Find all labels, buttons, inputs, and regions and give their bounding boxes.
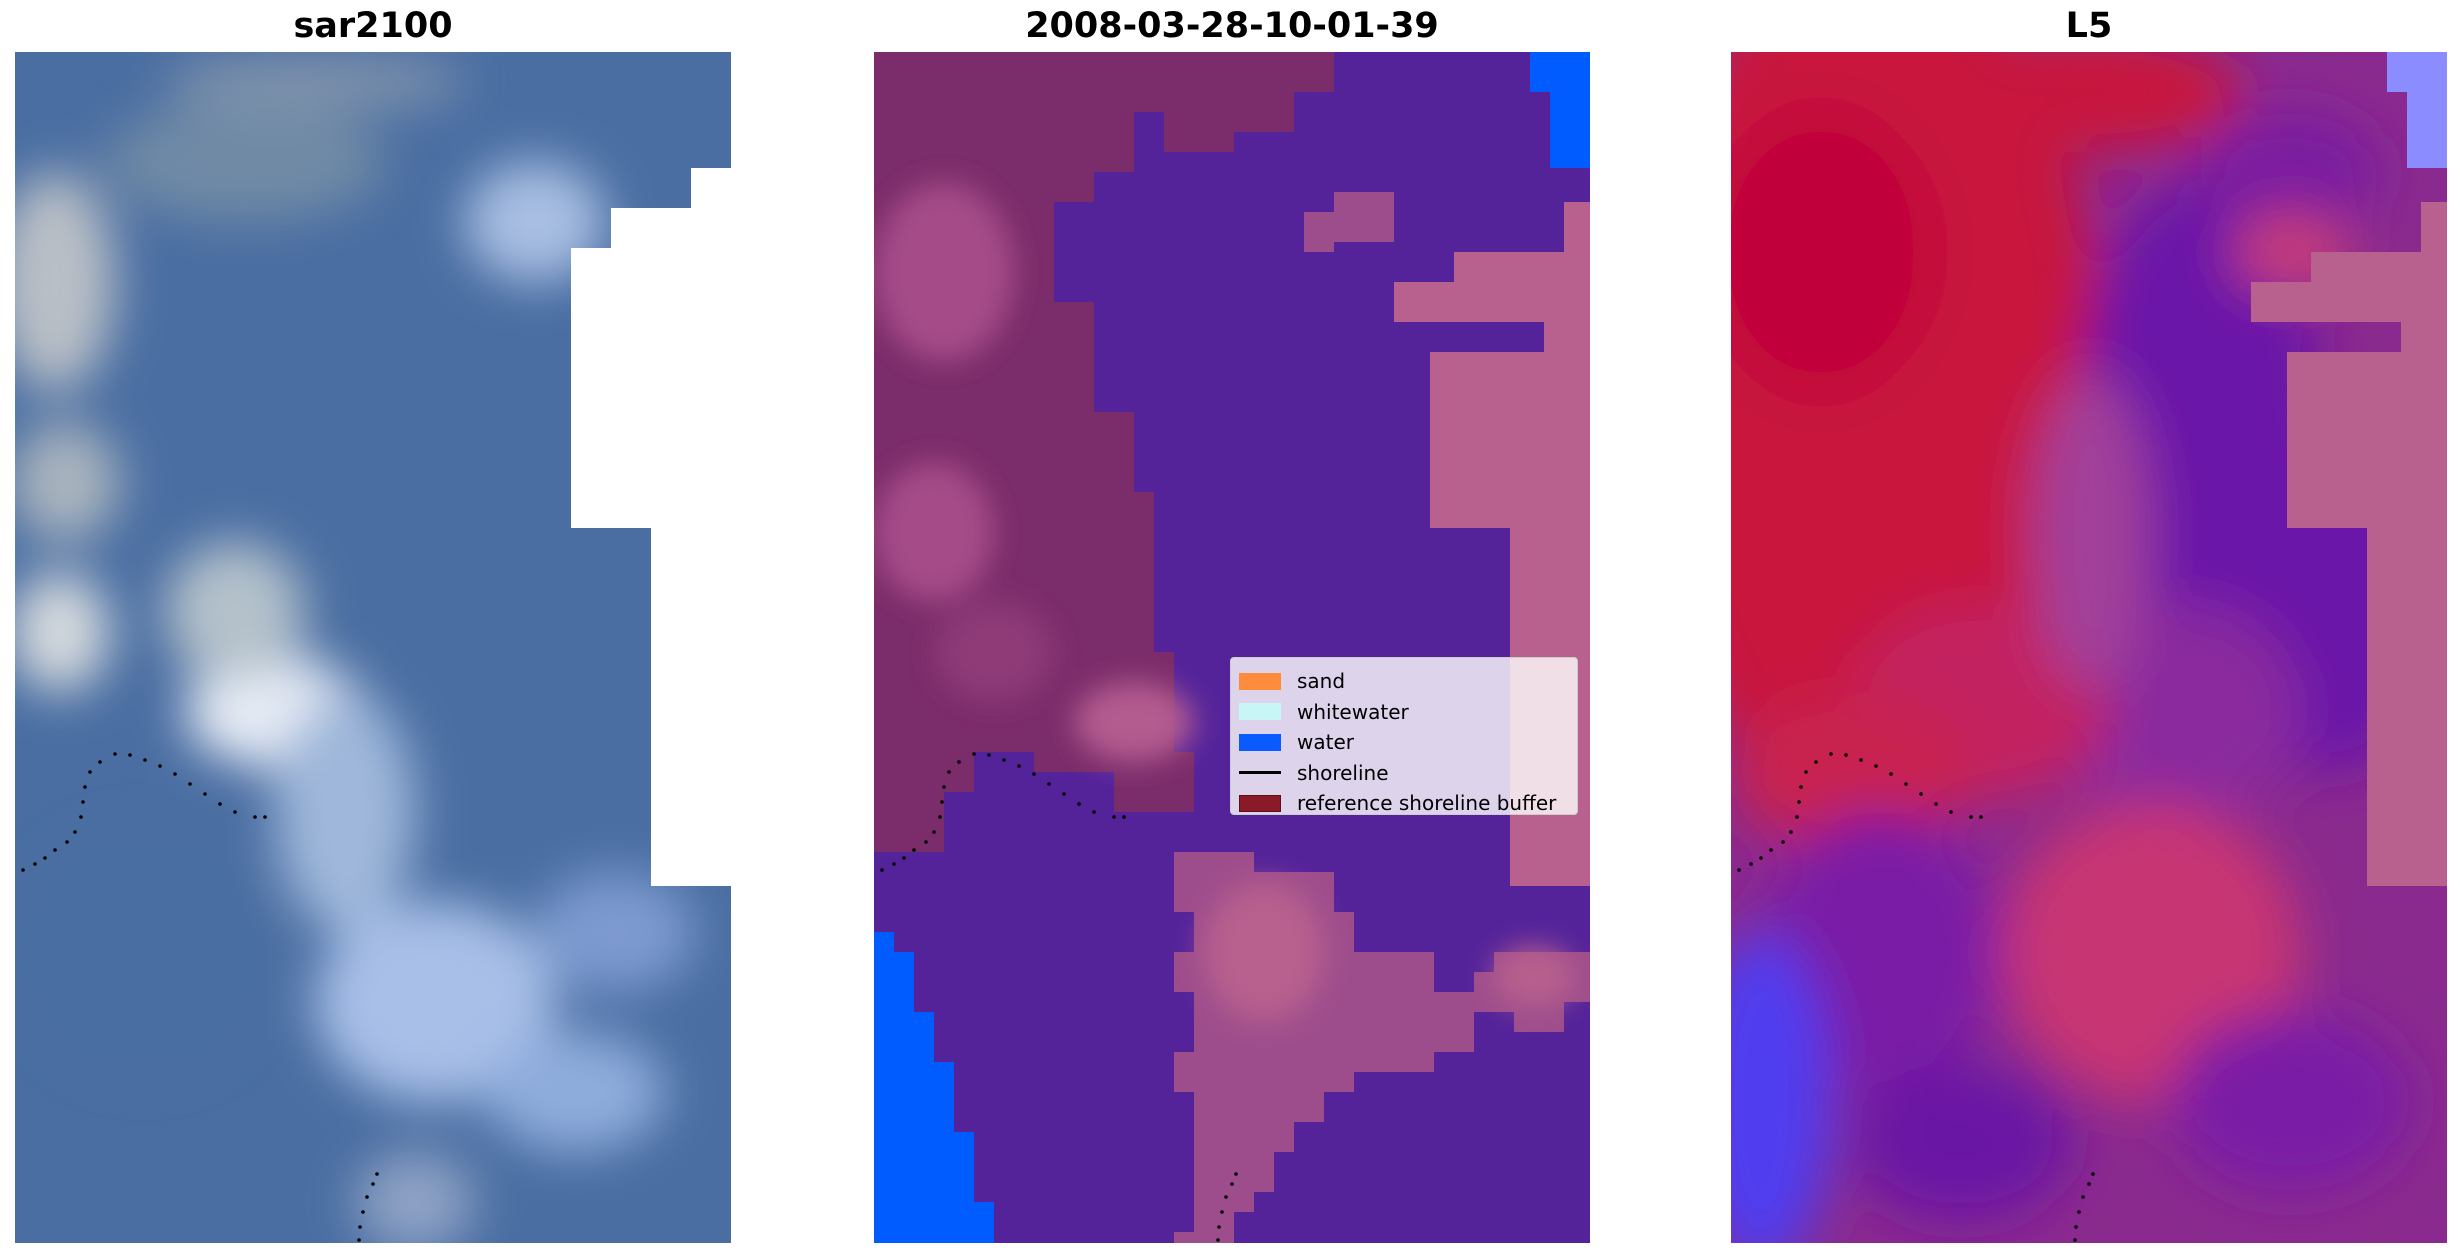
panel-title: L5: [2065, 6, 2113, 46]
probability-image: [1731, 52, 2447, 1243]
legend-label: reference shoreline buffer: [1297, 791, 1557, 816]
legend-item-sand: sand: [1239, 666, 1569, 697]
legend-swatch: [1239, 703, 1281, 721]
panel-title: 2008-03-28-10-01-39: [1025, 6, 1439, 46]
legend-label: sand: [1297, 669, 1346, 694]
legend-label: whitewater: [1297, 699, 1409, 724]
shoreline-dots: [1737, 752, 2095, 1242]
panel-classification: 2008-03-28-10-01-39: [874, 0, 1590, 1259]
shoreline-dots: [21, 752, 379, 1242]
panel-rgb: sar2100: [15, 0, 731, 1259]
legend-swatch: [1239, 733, 1281, 751]
legend: sand whitewater water shoreline referenc…: [1230, 657, 1578, 815]
legend-label: shoreline: [1297, 760, 1389, 785]
probability-image-graphic: [1731, 52, 2447, 1243]
legend-item-water: water: [1239, 727, 1569, 758]
legend-item-reference-shoreline-buffer: reference shoreline buffer: [1239, 788, 1569, 819]
legend-swatch: [1239, 672, 1281, 690]
legend-item-shoreline: shoreline: [1239, 758, 1569, 789]
legend-item-whitewater: whitewater: [1239, 697, 1569, 728]
legend-swatch: [1239, 794, 1281, 812]
panel-probability: L5: [1731, 0, 2447, 1259]
classification-image-graphic: [874, 52, 1590, 1243]
classification-image: [874, 52, 1590, 1243]
shoreline-dots: [880, 752, 1238, 1242]
legend-line: [1239, 764, 1281, 781]
rgb-image-graphic: [15, 52, 731, 1243]
panel-title: sar2100: [293, 6, 453, 46]
rgb-image: [15, 52, 731, 1243]
legend-label: water: [1297, 730, 1354, 755]
